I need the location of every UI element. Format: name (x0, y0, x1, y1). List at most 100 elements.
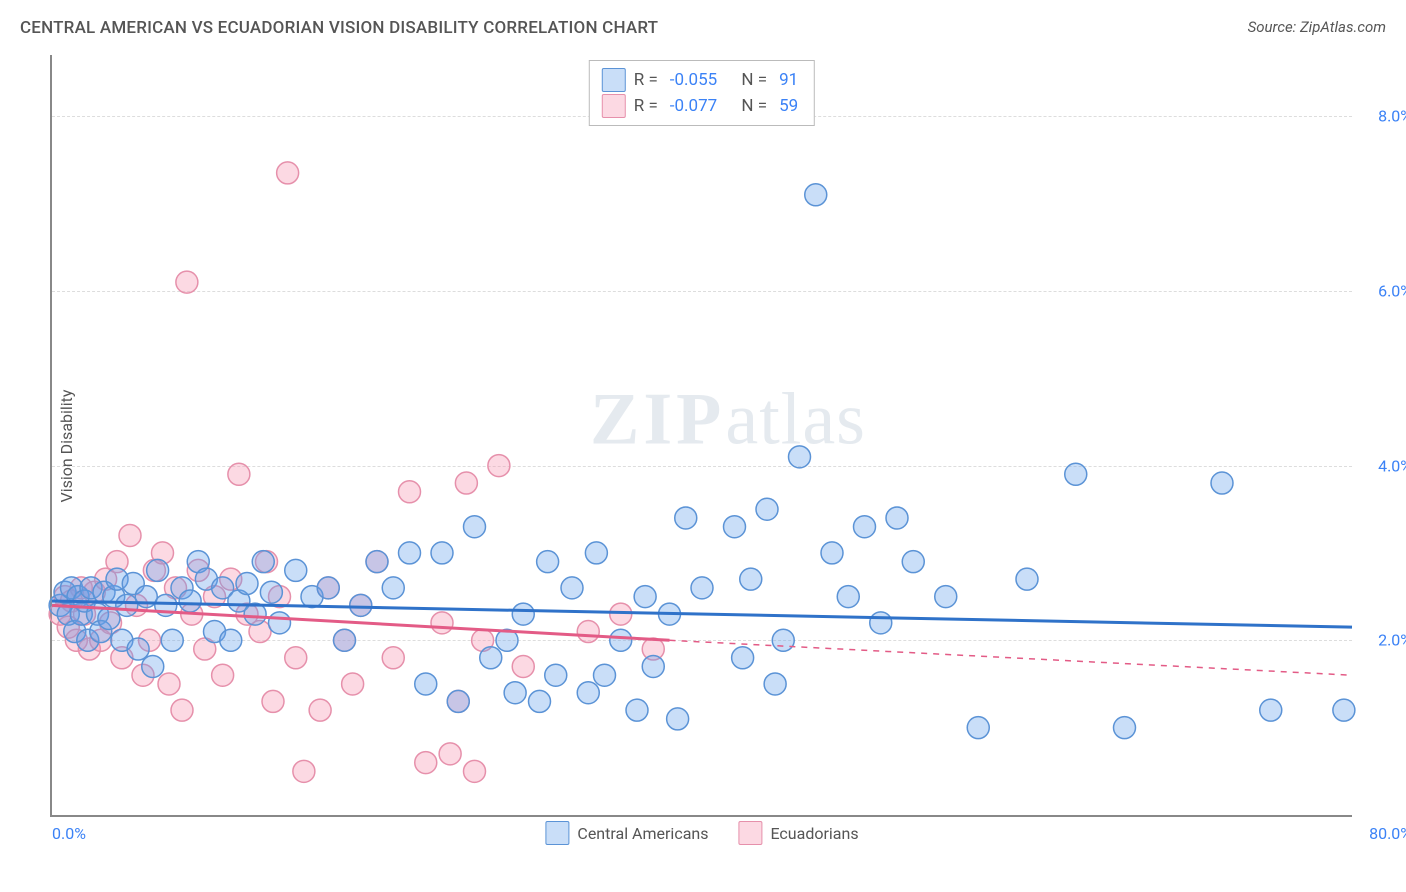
xtick-label: 80.0% (1369, 824, 1406, 843)
data-point (415, 673, 437, 695)
data-point (634, 586, 656, 608)
data-point (161, 629, 183, 651)
data-point (447, 690, 469, 712)
data-point (504, 682, 526, 704)
data-point (464, 516, 486, 538)
data-point (870, 612, 892, 634)
n-label-2: N = (741, 93, 767, 119)
data-point (837, 586, 859, 608)
data-point (594, 664, 616, 686)
xtick-label: 0.0% (52, 824, 86, 843)
data-point (1260, 699, 1282, 721)
data-point (158, 673, 180, 695)
legend-label-2: Ecuadorians (770, 824, 858, 843)
stats-row-2: R = -0.077 N = 59 (602, 93, 802, 119)
n-value-1: 91 (775, 67, 802, 93)
plot-area: ZIPatlas 2.0%4.0%6.0%8.0% R = -0.055 N =… (50, 55, 1352, 817)
data-point (366, 551, 388, 573)
data-point (732, 647, 754, 669)
legend-label-1: Central Americans (577, 824, 708, 843)
data-point (626, 699, 648, 721)
data-point (179, 590, 201, 612)
data-point (236, 573, 258, 595)
data-point (119, 524, 141, 546)
data-point (431, 542, 453, 564)
data-point (382, 577, 404, 599)
stats-swatch-1 (602, 68, 626, 92)
data-point (252, 551, 274, 573)
series-legend: Central Americans Ecuadorians (545, 821, 858, 845)
data-point (176, 271, 198, 293)
data-point (512, 603, 534, 625)
data-point (561, 577, 583, 599)
data-point (399, 542, 421, 564)
data-point (334, 629, 356, 651)
n-value-2: 59 (775, 93, 802, 119)
scatter-svg (52, 55, 1352, 815)
stats-legend-box: R = -0.055 N = 91 R = -0.077 N = 59 (589, 60, 815, 126)
data-point (577, 682, 599, 704)
data-point (512, 655, 534, 677)
source-attribution: Source: ZipAtlas.com (1248, 18, 1386, 36)
data-point (902, 551, 924, 573)
data-point (610, 629, 632, 651)
stats-row-1: R = -0.055 N = 91 (602, 67, 802, 93)
data-point (171, 699, 193, 721)
data-point (577, 621, 599, 643)
data-point (464, 760, 486, 782)
data-point (1211, 472, 1233, 494)
data-point (675, 507, 697, 529)
trend-line-extrapolated (670, 640, 1353, 675)
data-point (935, 586, 957, 608)
data-point (1016, 568, 1038, 590)
data-point (431, 612, 453, 634)
data-point (529, 690, 551, 712)
source-prefix: Source: (1248, 18, 1300, 36)
data-point (439, 743, 461, 765)
data-point (724, 516, 746, 538)
source-name: ZipAtlas.com (1300, 18, 1386, 36)
data-point (285, 647, 307, 669)
data-point (886, 507, 908, 529)
r-value-2: -0.077 (666, 93, 721, 119)
data-point (740, 568, 762, 590)
ytick-label: 8.0% (1378, 107, 1406, 126)
data-point (277, 162, 299, 184)
data-point (220, 629, 242, 651)
r-label-1: R = (634, 67, 658, 93)
data-point (642, 655, 664, 677)
chart-title: CENTRAL AMERICAN VS ECUADORIAN VISION DI… (20, 18, 658, 38)
ytick-label: 6.0% (1378, 281, 1406, 300)
data-point (350, 594, 372, 616)
legend-swatch-2 (738, 821, 762, 845)
data-point (805, 184, 827, 206)
data-point (1333, 699, 1355, 721)
data-point (285, 559, 307, 581)
data-point (382, 647, 404, 669)
data-point (537, 551, 559, 573)
data-point (821, 542, 843, 564)
legend-item-1: Central Americans (545, 821, 708, 845)
ytick-label: 2.0% (1378, 631, 1406, 650)
data-point (269, 612, 291, 634)
data-point (399, 481, 421, 503)
data-point (147, 559, 169, 581)
data-point (212, 664, 234, 686)
data-point (545, 664, 567, 686)
data-point (772, 629, 794, 651)
n-label-1: N = (741, 67, 767, 93)
r-value-1: -0.055 (666, 67, 721, 93)
legend-swatch-1 (545, 821, 569, 845)
data-point (142, 655, 164, 677)
stats-swatch-2 (602, 94, 626, 118)
data-point (764, 673, 786, 695)
data-point (1065, 463, 1087, 485)
data-point (667, 708, 689, 730)
data-point (455, 472, 477, 494)
data-point (854, 516, 876, 538)
data-point (260, 581, 282, 603)
data-point (116, 594, 138, 616)
data-point (691, 577, 713, 599)
data-point (585, 542, 607, 564)
legend-item-2: Ecuadorians (738, 821, 858, 845)
